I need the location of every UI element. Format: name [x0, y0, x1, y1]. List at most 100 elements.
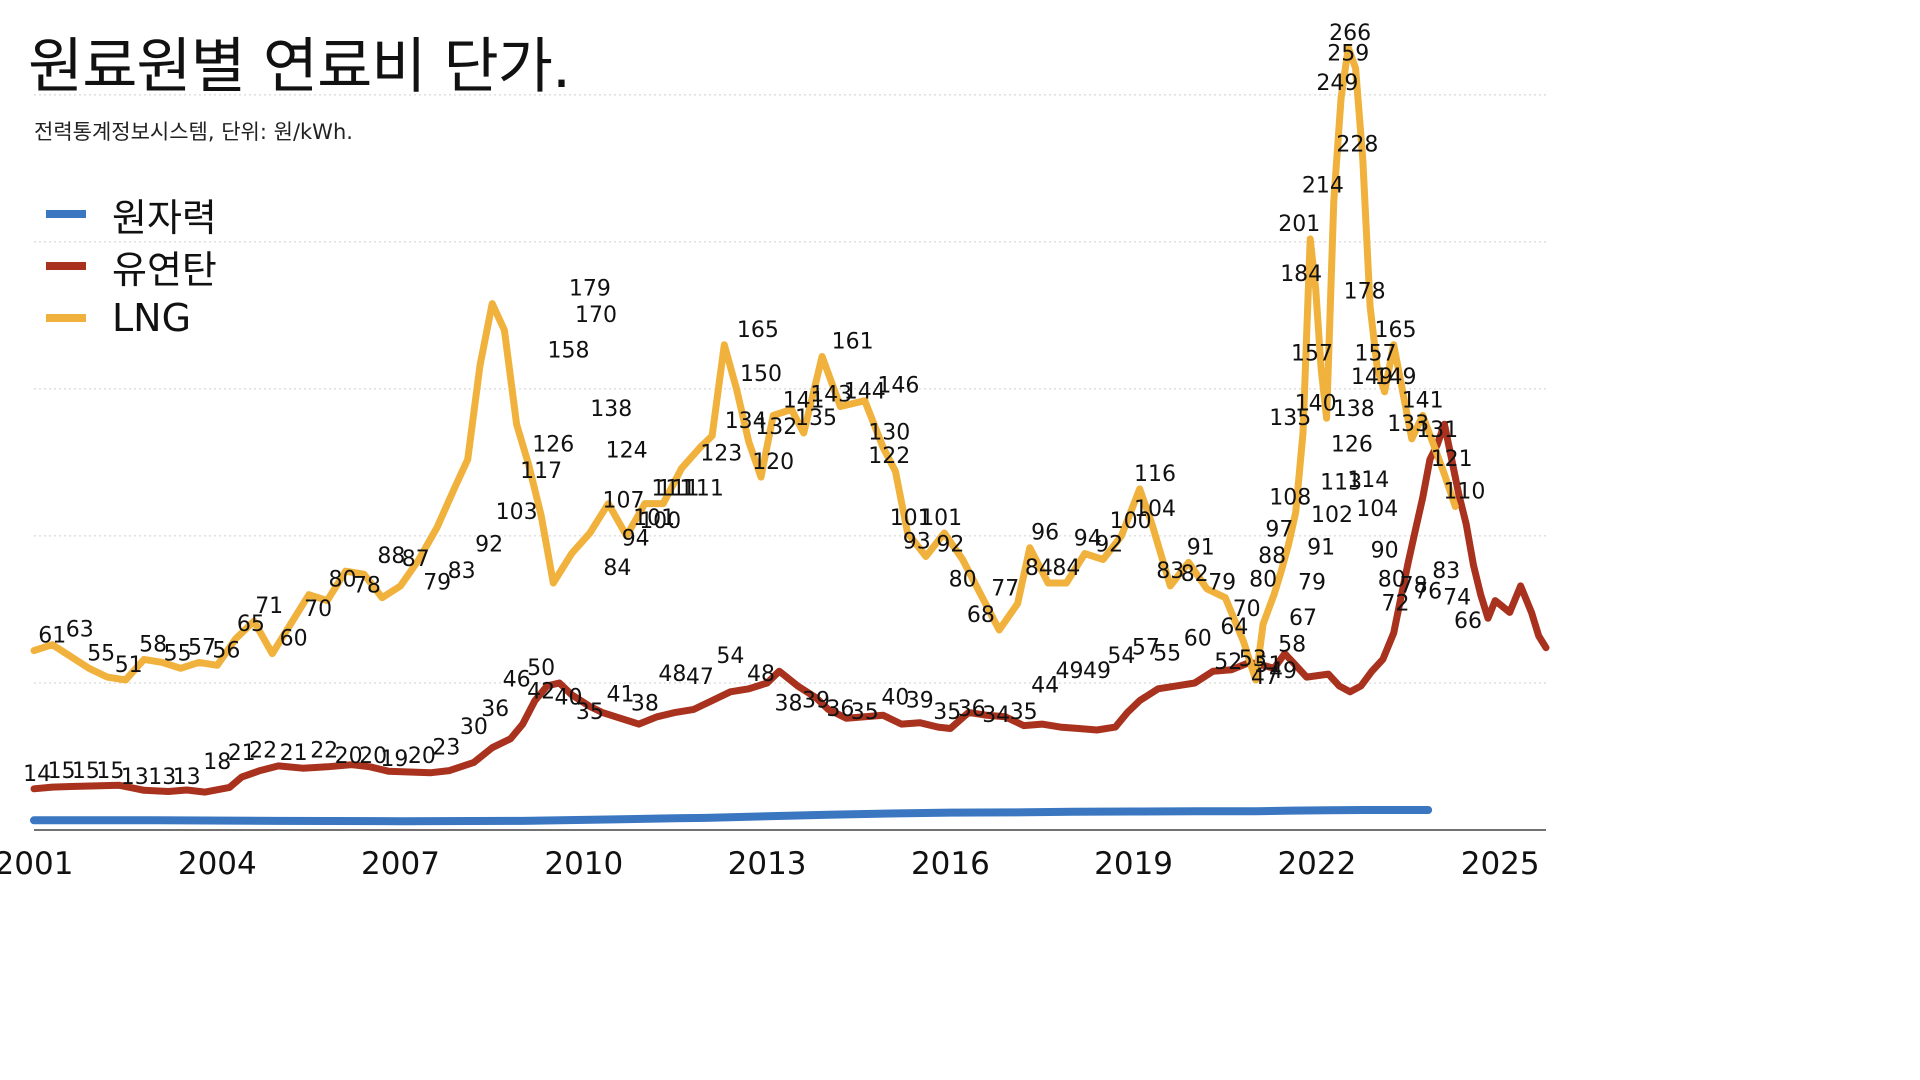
data-label-lng-48: 122	[868, 444, 910, 469]
data-label-coal-53: 67	[1289, 606, 1317, 631]
data-label-coal-33: 35	[851, 700, 879, 725]
data-label-coal-60: 114	[1347, 468, 1389, 493]
legend-item-coal: 유연탄	[46, 240, 217, 292]
series-line-nuclear	[30, 806, 1433, 826]
legend-swatch-nuclear	[46, 210, 86, 218]
data-label-coal-62: 90	[1371, 538, 1399, 563]
data-label-lng-6: 57	[188, 635, 216, 660]
data-label-lng-88: 149	[1375, 365, 1417, 390]
data-label-coal-66: 76	[1414, 580, 1442, 605]
data-label-coal-38: 34	[982, 703, 1010, 728]
data-label-coal-24: 41	[607, 682, 635, 707]
data-label-coal-37: 36	[958, 697, 986, 722]
data-label-coal-15: 20	[408, 744, 436, 769]
data-label-lng-26: 124	[606, 438, 648, 463]
data-label-lng-55: 77	[991, 577, 1019, 602]
data-label-lng-28: 84	[603, 556, 631, 581]
data-label-coal-46: 60	[1184, 627, 1212, 652]
data-label-lng-71: 88	[1258, 544, 1286, 569]
data-label-lng-0: 61	[38, 624, 66, 649]
data-label-coal-10: 21	[280, 741, 308, 766]
series-line-coal	[30, 420, 1550, 796]
data-label-coal-5: 13	[148, 765, 176, 790]
data-label-lng-47: 130	[868, 421, 910, 446]
x-tick-2007: 2007	[361, 846, 440, 882]
data-label-lng-36: 134	[725, 409, 767, 434]
data-label-lng-18: 92	[475, 533, 503, 558]
data-label-coal-67: 83	[1432, 559, 1460, 584]
data-label-lng-68: 64	[1220, 615, 1248, 640]
data-label-lng-34: 111	[682, 477, 724, 502]
data-label-lng-76: 184	[1280, 262, 1322, 287]
data-label-lng-90: 141	[1402, 388, 1444, 413]
data-label-lng-23: 179	[569, 277, 611, 302]
data-label-lng-37: 165	[737, 318, 779, 343]
legend-label-coal: 유연탄	[112, 247, 217, 292]
data-label-coal-17: 30	[460, 715, 488, 740]
data-label-coal-22: 40	[555, 685, 583, 710]
data-label-coal-63: 80	[1378, 568, 1406, 593]
data-label-lng-67: 79	[1208, 571, 1236, 596]
data-label-lng-16: 79	[423, 571, 451, 596]
data-label-lng-5: 55	[164, 641, 192, 666]
data-label-lng-49: 101	[890, 506, 932, 531]
data-label-lng-22: 158	[548, 338, 590, 363]
data-label-lng-29: 94	[622, 527, 650, 552]
x-tick-2010: 2010	[544, 846, 623, 882]
data-label-lng-2: 55	[87, 641, 115, 666]
legend: 원자력 유연탄 LNG	[46, 188, 217, 344]
data-label-coal-40: 44	[1031, 674, 1059, 699]
data-label-lng-24: 170	[575, 303, 617, 328]
data-label-coal-65: 78	[1400, 574, 1428, 599]
data-label-lng-19: 103	[496, 500, 538, 525]
data-label-coal-44: 57	[1132, 635, 1160, 660]
data-label-coal-28: 54	[716, 644, 744, 669]
data-label-lng-63: 104	[1134, 497, 1176, 522]
data-label-lng-9: 71	[255, 594, 283, 619]
data-label-lng-58: 84	[1052, 556, 1080, 581]
data-label-lng-4: 58	[139, 632, 167, 657]
data-label-lng-62: 116	[1134, 462, 1176, 487]
data-label-lng-3: 51	[115, 653, 143, 678]
data-label-coal-45: 55	[1153, 641, 1181, 666]
data-label-lng-39: 132	[755, 415, 797, 440]
data-label-coal-58: 138	[1333, 397, 1375, 422]
data-label-lng-80: 249	[1316, 71, 1358, 96]
data-label-coal-35: 39	[906, 688, 934, 713]
data-label-lng-79: 214	[1302, 174, 1344, 199]
legend-swatch-lng	[46, 314, 86, 322]
data-label-coal-13: 20	[359, 744, 387, 769]
data-label-coal-69: 66	[1454, 609, 1482, 634]
data-label-lng-14: 88	[377, 544, 405, 569]
data-label-lng-42: 143	[810, 383, 852, 408]
data-label-lng-70: 80	[1249, 568, 1277, 593]
data-label-lng-38: 150	[740, 362, 782, 387]
x-tick-2001: 2001	[0, 846, 73, 882]
data-label-coal-16: 23	[432, 735, 460, 760]
data-label-lng-20: 117	[520, 459, 562, 484]
data-label-coal-14: 19	[380, 747, 408, 772]
data-label-coal-47: 52	[1214, 650, 1242, 675]
data-label-lng-10: 60	[280, 627, 308, 652]
data-label-coal-52: 58	[1278, 632, 1306, 657]
data-label-coal-59: 126	[1331, 433, 1373, 458]
x-axis-ticks: 2001 2004 2007 2010 2013 2016 2019 2022 2025	[0, 846, 1540, 882]
data-label-lng-12: 80	[329, 568, 357, 593]
legend-swatch-coal	[46, 262, 86, 270]
data-label-lng-32: 100	[639, 509, 681, 534]
chart-title: 원료원별 연료비 단가.	[28, 32, 571, 102]
data-label-lng-87: 165	[1375, 318, 1417, 343]
data-label-coal-68: 74	[1443, 585, 1471, 610]
data-label-coal-56: 102	[1311, 503, 1353, 528]
data-label-lng-7: 56	[212, 638, 240, 663]
data-label-lng-52: 92	[936, 533, 964, 558]
data-label-lng-59: 94	[1074, 527, 1102, 552]
data-label-lng-57: 84	[1025, 556, 1053, 581]
data-label-coal-42: 49	[1083, 659, 1111, 684]
data-label-coal-48: 53	[1239, 647, 1267, 672]
data-label-lng-54: 68	[967, 603, 995, 628]
data-label-lng-78: 140	[1295, 391, 1337, 416]
data-label-coal-6: 13	[173, 765, 201, 790]
data-label-lng-92: 121	[1431, 447, 1473, 472]
